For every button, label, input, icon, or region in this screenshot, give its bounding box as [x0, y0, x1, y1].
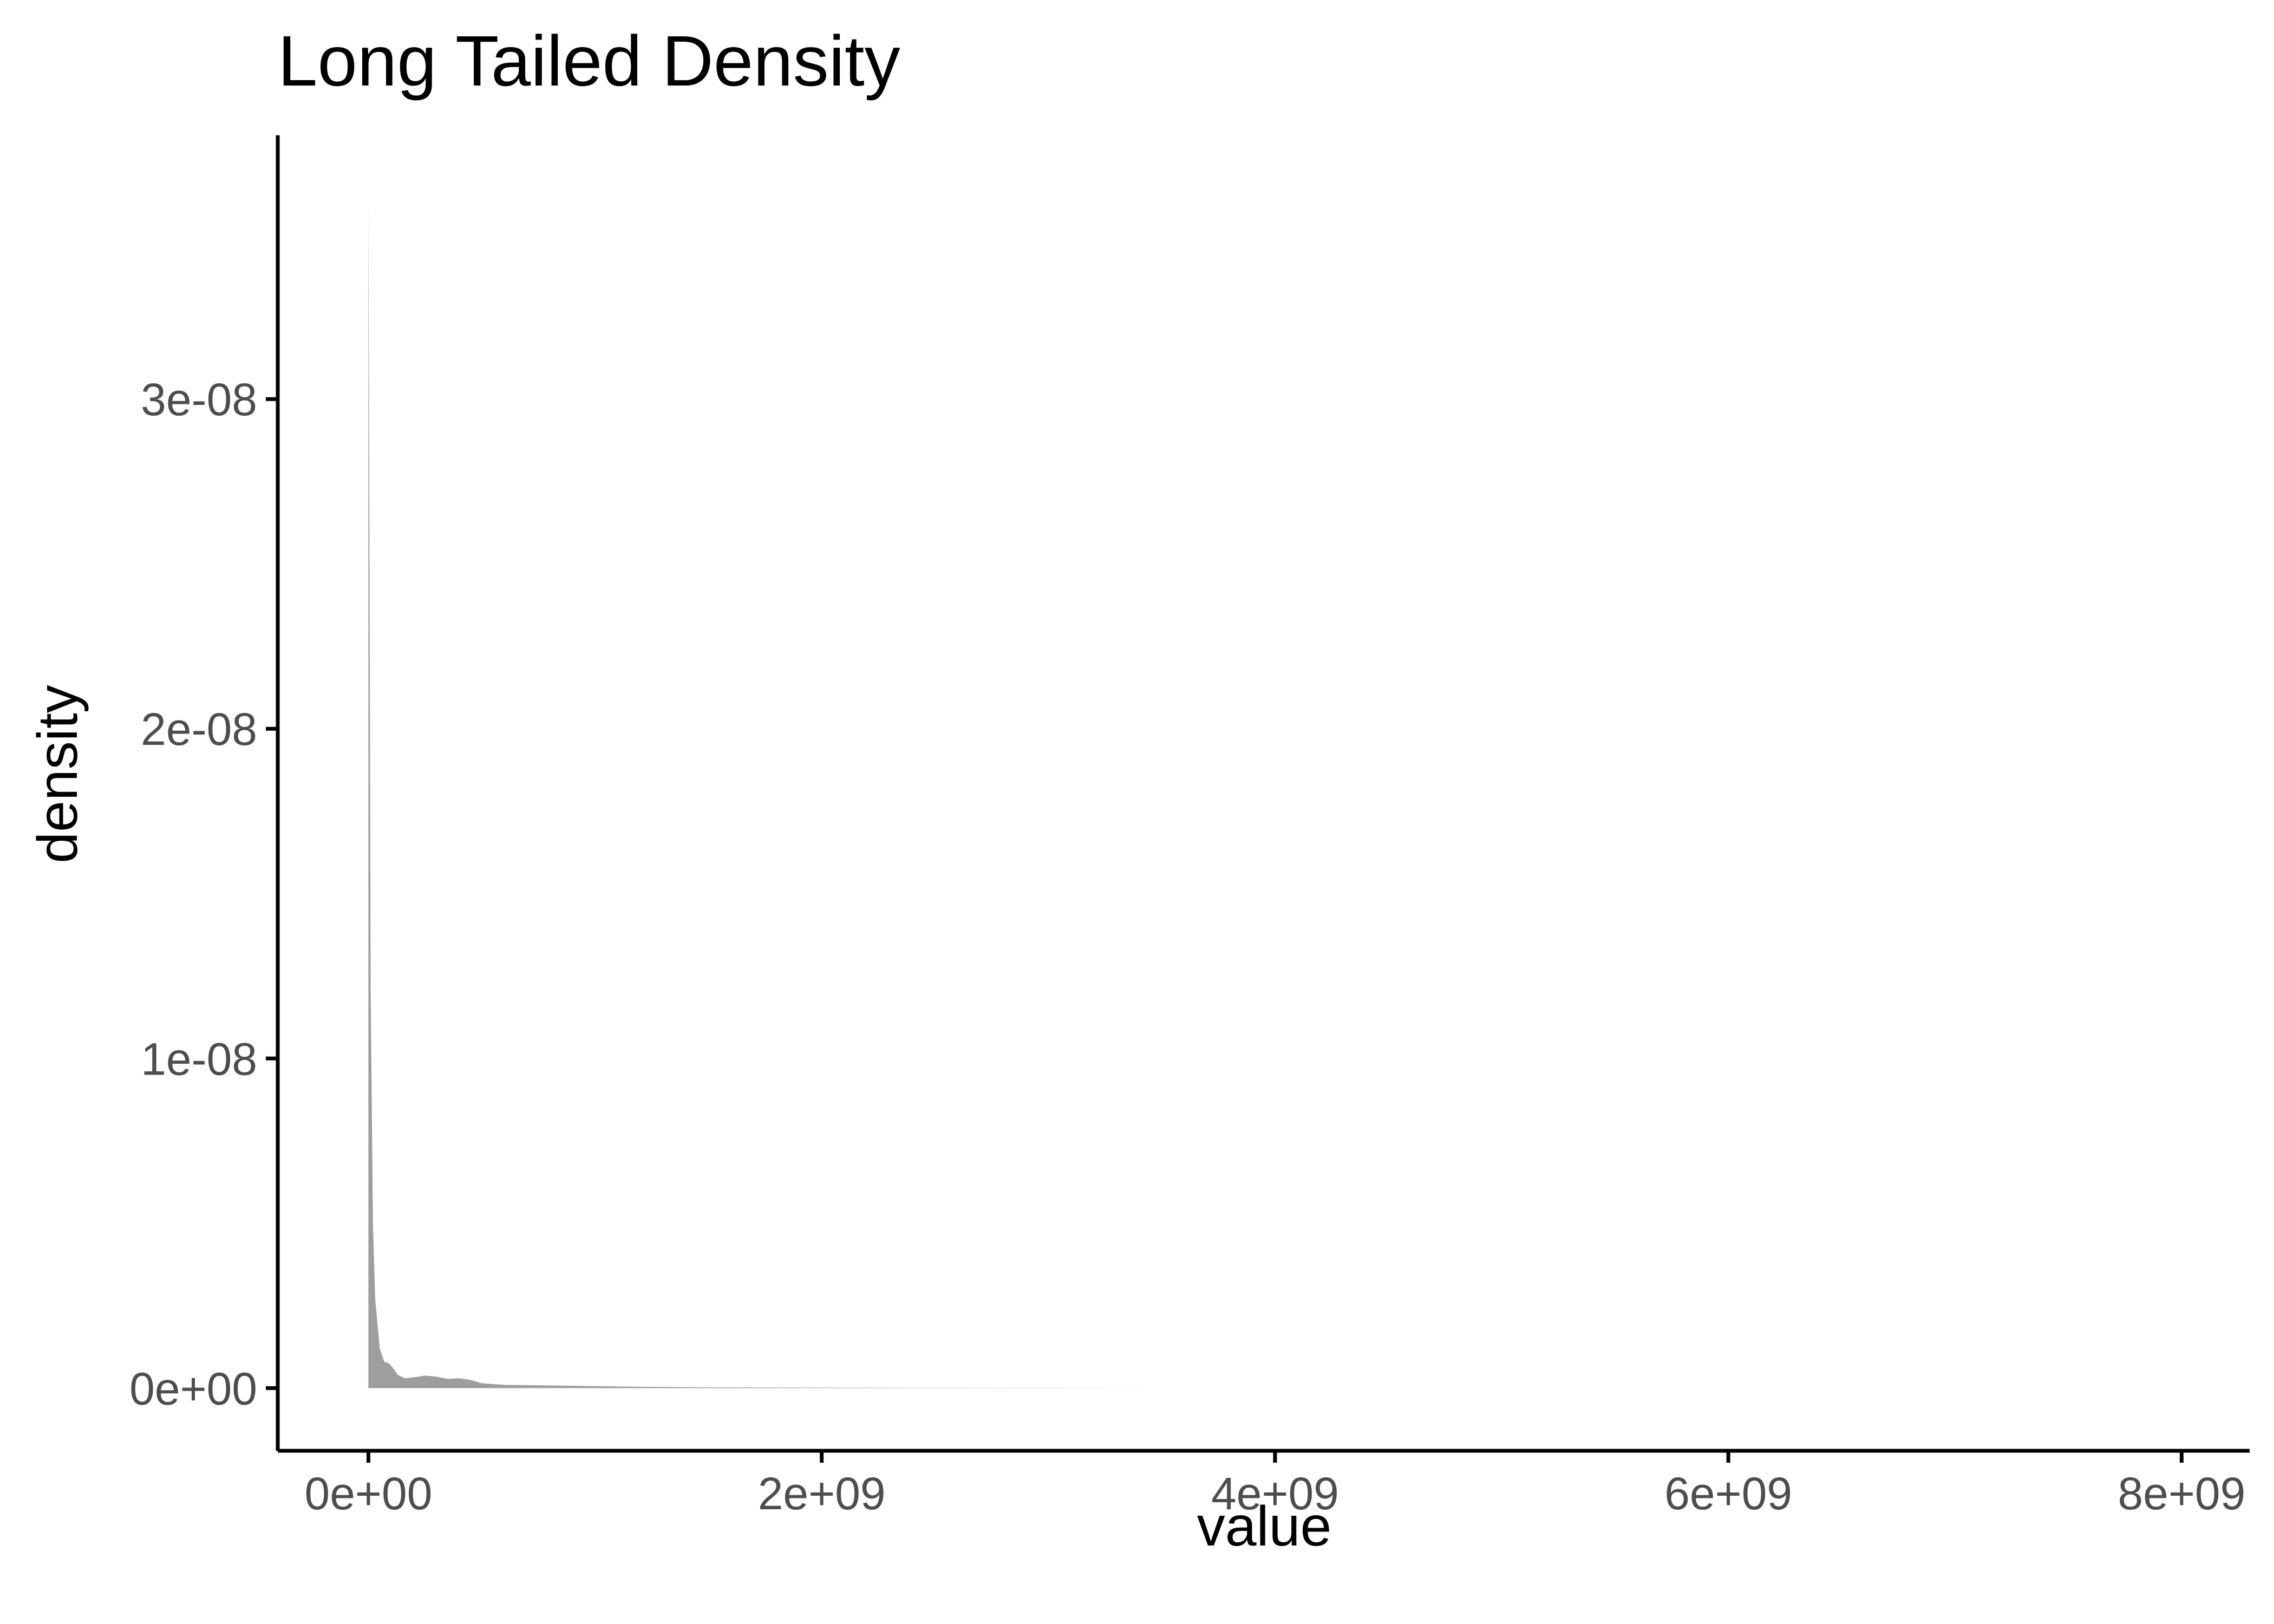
- plot-area: [368, 201, 1389, 1389]
- chart-title: Long Tailed Density: [278, 21, 900, 101]
- x-tick-label: 8e+09: [2118, 1468, 2245, 1519]
- y-tick-label: 0e+00: [129, 1363, 257, 1414]
- x-tick-label: 2e+09: [758, 1468, 886, 1519]
- x-axis-title: value: [1197, 1495, 1332, 1558]
- x-tick-label: 4e+09: [1211, 1468, 1339, 1519]
- y-axis-title: density: [27, 685, 89, 863]
- x-tick-label: 6e+09: [1664, 1468, 1792, 1519]
- y-tick-label: 1e-08: [141, 1033, 257, 1084]
- x-axis: 0e+00 2e+09 4e+09 6e+09 8e+09: [278, 1449, 2250, 1519]
- x-tick-label: 0e+00: [304, 1468, 432, 1519]
- y-tick-label: 2e-08: [141, 704, 257, 755]
- y-axis: 0e+00 1e-08 2e-08 3e-08: [129, 135, 280, 1451]
- y-tick-label: 3e-08: [141, 374, 257, 425]
- density-area-0: [368, 201, 1389, 1389]
